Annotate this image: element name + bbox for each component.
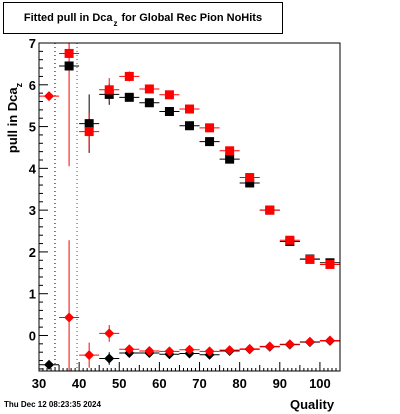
data-point-diamond (104, 328, 115, 339)
data-point-square (185, 104, 194, 114)
data-markers (44, 48, 335, 370)
y-axis-label-main: pull in Dca (5, 87, 20, 154)
y-tick-label: 6 (29, 78, 36, 93)
data-point-square (144, 98, 154, 108)
x-tick-label: 90 (273, 376, 287, 391)
y-tick-label: 0 (29, 328, 36, 343)
data-point-square (225, 154, 235, 164)
chart-title: Fitted pull in Dca z for Global Rec Pion N… (4, 3, 282, 33)
y-axis-label-sub: z (14, 82, 24, 88)
y-tick-label: 7 (29, 36, 36, 51)
data-point-diamond (104, 353, 115, 364)
x-tick-label: 70 (192, 376, 206, 391)
data-point-square (124, 71, 134, 81)
chart-title-main: Fitted pull in Dca (23, 12, 113, 24)
data-point-diamond (224, 345, 235, 356)
timestamp: Thu Dec 12 08:23:35 2024 (4, 400, 101, 409)
data-point-square (325, 259, 335, 269)
data-point-diamond (324, 335, 335, 346)
y-tick-label: 5 (29, 120, 36, 135)
data-point-square (84, 127, 94, 137)
data-point-diamond (44, 359, 55, 370)
data-point-square (104, 85, 114, 95)
data-point-square (245, 178, 255, 188)
x-axis-label: Quality (290, 397, 335, 412)
data-point-square (64, 48, 74, 58)
data-point-square (104, 89, 114, 99)
data-point-diamond (304, 336, 315, 347)
chart-title-sub: z (113, 18, 118, 28)
data-point-diamond (124, 344, 135, 355)
y-tick-label: 2 (29, 245, 36, 260)
y-tick-label: 1 (29, 287, 36, 302)
axes: 30 40 50 60 70 80 90 100 0 1 2 3 4 5 6 7 (29, 36, 341, 391)
data-point-diamond (244, 343, 255, 354)
x-tick-label: 50 (112, 376, 126, 391)
chart-title-box: Fitted pull in Dca z for Global Rec Pion N… (3, 2, 283, 34)
data-point-square (225, 146, 235, 156)
error-bars (39, 43, 340, 371)
x-tick-label: 100 (309, 376, 331, 391)
data-point-diamond (284, 339, 295, 350)
data-point-diamond (44, 91, 55, 102)
data-point-square (205, 137, 215, 147)
data-point-diamond (184, 344, 195, 355)
chart-title-rest: for Global Rec Pion NoHits (121, 12, 263, 24)
data-point-square (84, 119, 94, 129)
data-point-diamond (204, 346, 215, 357)
data-point-square (144, 84, 154, 94)
plot-frame (38, 42, 341, 372)
data-point-diamond (64, 312, 75, 323)
data-point-diamond (164, 346, 175, 357)
data-point-square (265, 205, 275, 215)
x-tick-label: 60 (152, 376, 166, 391)
y-tick-label: 4 (29, 161, 37, 176)
data-point-diamond (264, 341, 275, 352)
data-point-square (64, 61, 74, 71)
data-point-square (185, 121, 194, 131)
data-point-square (205, 123, 215, 133)
data-point-square (164, 90, 174, 100)
data-point-square (124, 92, 134, 102)
y-tick-label: 3 (29, 203, 36, 218)
x-tick-label: 30 (32, 376, 46, 391)
data-point-square (285, 235, 295, 245)
data-point-square (305, 254, 315, 264)
data-point-square (164, 107, 174, 117)
x-tick-label: 40 (72, 376, 86, 391)
data-point-diamond (84, 350, 95, 361)
data-point-diamond (144, 345, 155, 356)
data-point-square (245, 173, 255, 183)
x-tick-label: 80 (232, 376, 246, 391)
